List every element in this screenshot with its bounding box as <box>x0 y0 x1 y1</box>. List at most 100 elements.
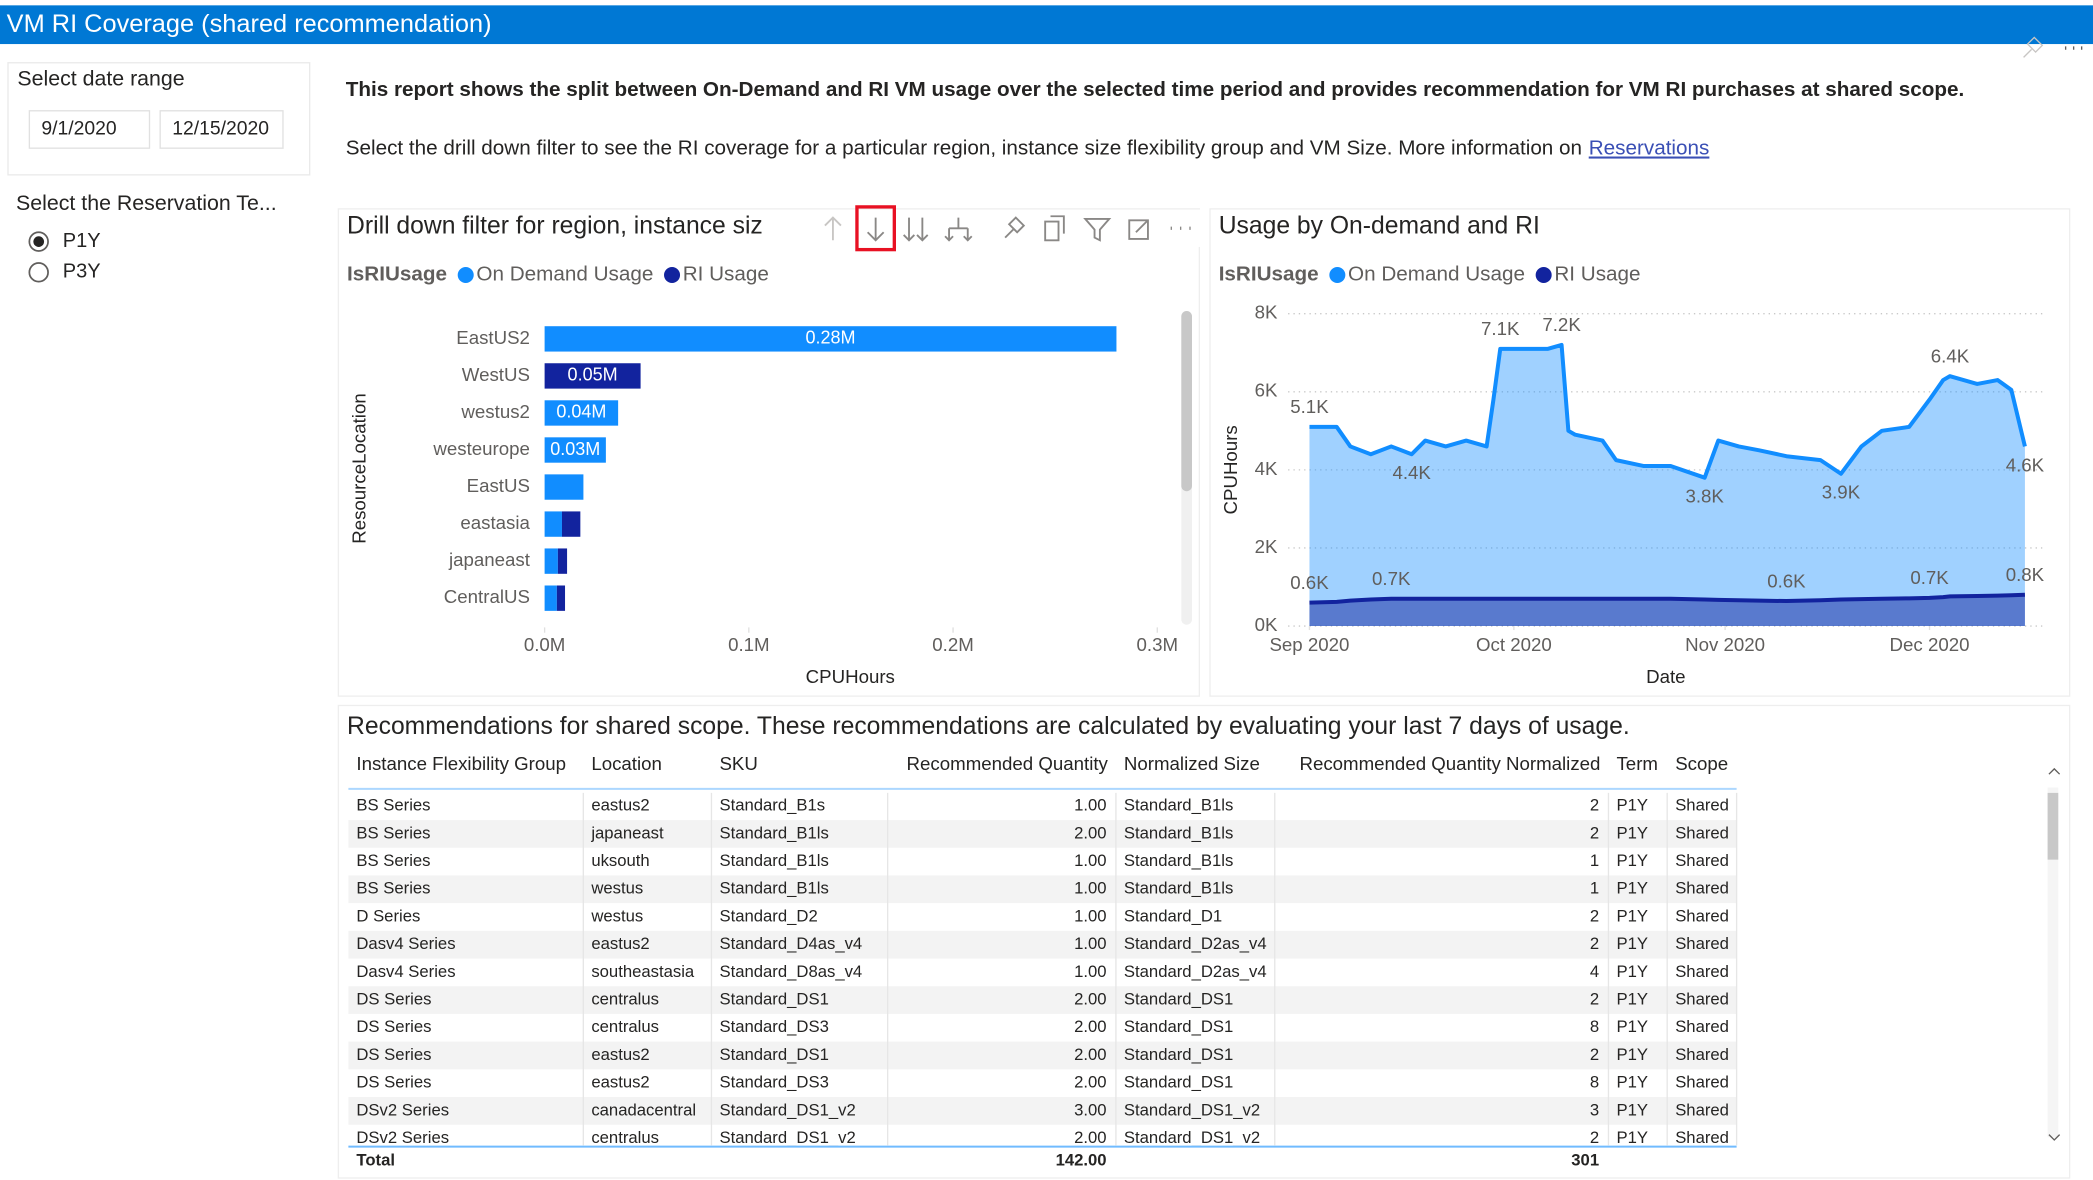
focus-icon[interactable] <box>1128 219 1149 240</box>
y-tick-label: 8K <box>1255 302 1278 323</box>
reservations-link[interactable]: Reservations <box>1589 137 1710 160</box>
column-header[interactable]: Recommended Quantity <box>907 753 1109 774</box>
data-label: 3.9K <box>1822 482 1861 503</box>
bar-segment[interactable] <box>544 400 619 426</box>
drill-down-icon[interactable] <box>866 217 885 242</box>
end-date-box[interactable] <box>159 110 284 149</box>
start-date[interactable]: 9/1/2020 <box>41 118 116 140</box>
y-tick-label[interactable]: EastUS <box>467 475 530 496</box>
bar-scroll-thumb[interactable] <box>1181 311 1192 492</box>
table-cell: 1.00 <box>1074 851 1106 870</box>
chart-title: Drill down filter for region, instance s… <box>347 212 763 239</box>
visuals: Drill down filter for region, instance s… <box>340 212 2049 1175</box>
table-cell: Dasv4 Series <box>356 934 455 953</box>
highlight-box <box>855 205 896 252</box>
legend-label[interactable]: On Demand Usage <box>1348 262 1525 285</box>
page-pin-icon[interactable] <box>2023 36 2044 58</box>
y-axis-title: CPUHours <box>1220 425 1241 514</box>
total-cell: 301 <box>1571 1151 1599 1170</box>
table-cell: 2 <box>1590 1045 1599 1064</box>
table-cell: 2.00 <box>1074 823 1106 842</box>
row-band <box>348 1041 1737 1070</box>
bar-segment[interactable] <box>544 548 558 574</box>
radio[interactable] <box>28 262 49 283</box>
column-header[interactable]: Recommended Quantity Normalized <box>1299 753 1600 774</box>
table-cell: Standard_DS1 <box>1124 1073 1233 1092</box>
data-label: 4.4K <box>1392 462 1431 483</box>
y-tick-label[interactable]: CentralUS <box>444 586 530 607</box>
pin-icon[interactable] <box>1004 216 1026 239</box>
line[interactable] <box>1309 342 2027 480</box>
bar-segment[interactable] <box>544 511 562 537</box>
legend-label[interactable]: RI Usage <box>683 262 769 285</box>
table-cell: eastus2 <box>591 934 649 953</box>
column-header[interactable]: SKU <box>719 753 757 774</box>
table-cell: Standard_B1ls <box>1124 796 1233 815</box>
data-label: 4.6K <box>2006 454 2045 475</box>
radio-label[interactable]: P3Y <box>63 261 101 283</box>
bar-segment[interactable] <box>561 511 581 537</box>
data-label: 5.1K <box>1290 396 1329 417</box>
x-axis-title: CPUHours <box>806 666 895 687</box>
column-header[interactable]: Scope <box>1675 753 1728 774</box>
legend-label[interactable]: On Demand Usage <box>476 262 653 285</box>
table-scroll-arrows[interactable] <box>2048 767 2061 1141</box>
y-tick-label[interactable]: eastasia <box>460 512 530 533</box>
y-tick-label[interactable]: japaneast <box>448 549 531 570</box>
drill-up-icon[interactable] <box>824 216 842 241</box>
filter-icon[interactable] <box>1083 217 1112 242</box>
table-cell: DS Series <box>356 1073 431 1092</box>
table-cell: 1.00 <box>1074 879 1106 898</box>
table-cell: japaneast <box>590 823 664 842</box>
copy-icon[interactable] <box>1044 215 1065 242</box>
y-tick-label[interactable]: EastUS2 <box>456 327 530 348</box>
y-tick-label[interactable]: westeurope <box>432 438 530 459</box>
end-date[interactable]: 12/15/2020 <box>172 118 269 140</box>
table-cell: DSv2 Series <box>356 1128 449 1147</box>
data-label: 7.2K <box>1542 314 1581 335</box>
column-header[interactable]: Instance Flexibility Group <box>356 753 566 774</box>
table-cell: DS Series <box>356 1045 431 1064</box>
data-label: 0.28M <box>805 328 855 348</box>
table-cell: P1Y <box>1616 934 1648 953</box>
radio-label[interactable]: P1Y <box>63 230 101 252</box>
y-tick-label[interactable]: westus2 <box>460 401 530 422</box>
table-cell: Shared <box>1675 851 1729 870</box>
bar-segment[interactable] <box>544 474 584 500</box>
column-header[interactable]: Normalized Size <box>1124 753 1260 774</box>
bar-segment[interactable] <box>544 437 606 463</box>
table-cell: Standard_B1ls <box>1124 823 1233 842</box>
legend-marker <box>664 266 681 283</box>
table-cell: Shared <box>1675 1128 1729 1147</box>
x-tick-label: 0.0M <box>524 634 566 655</box>
next-level-icon[interactable] <box>903 217 929 242</box>
table-scroll-thumb[interactable] <box>2047 792 2059 860</box>
table-cell: 3.00 <box>1074 1100 1106 1119</box>
legend-label[interactable]: RI Usage <box>1554 262 1640 285</box>
radio-dot[interactable] <box>33 236 45 247</box>
y-tick-label: 6K <box>1255 380 1278 401</box>
chart-title: Usage by On-demand and RI <box>1219 212 1540 239</box>
column-header[interactable]: Location <box>591 753 662 774</box>
table-cell: Standard_B1ls <box>719 851 828 870</box>
bar-segment[interactable] <box>544 585 557 611</box>
column-header[interactable]: Term <box>1616 753 1658 774</box>
table-cell: westus <box>590 879 643 898</box>
bar-segment[interactable] <box>557 548 568 574</box>
bar-segment[interactable] <box>544 363 641 389</box>
bar-segment[interactable] <box>556 585 566 611</box>
table-cell: DS Series <box>356 990 431 1009</box>
table-cell: uksouth <box>591 851 649 870</box>
table-cell: Shared <box>1675 906 1729 925</box>
expand-icon[interactable] <box>944 217 973 242</box>
legend-title: IsRIUsage <box>347 262 447 285</box>
table-cell: 2.00 <box>1074 1045 1106 1064</box>
start-date-box[interactable] <box>28 110 151 149</box>
legend-title: IsRIUsage <box>1219 262 1319 285</box>
y-tick-label[interactable]: WestUS <box>462 364 530 385</box>
line[interactable] <box>1309 592 2025 605</box>
bar-segment[interactable] <box>544 326 1117 352</box>
table-cell: Standard_B1ls <box>719 823 828 842</box>
table-cell: 4 <box>1590 962 1599 981</box>
